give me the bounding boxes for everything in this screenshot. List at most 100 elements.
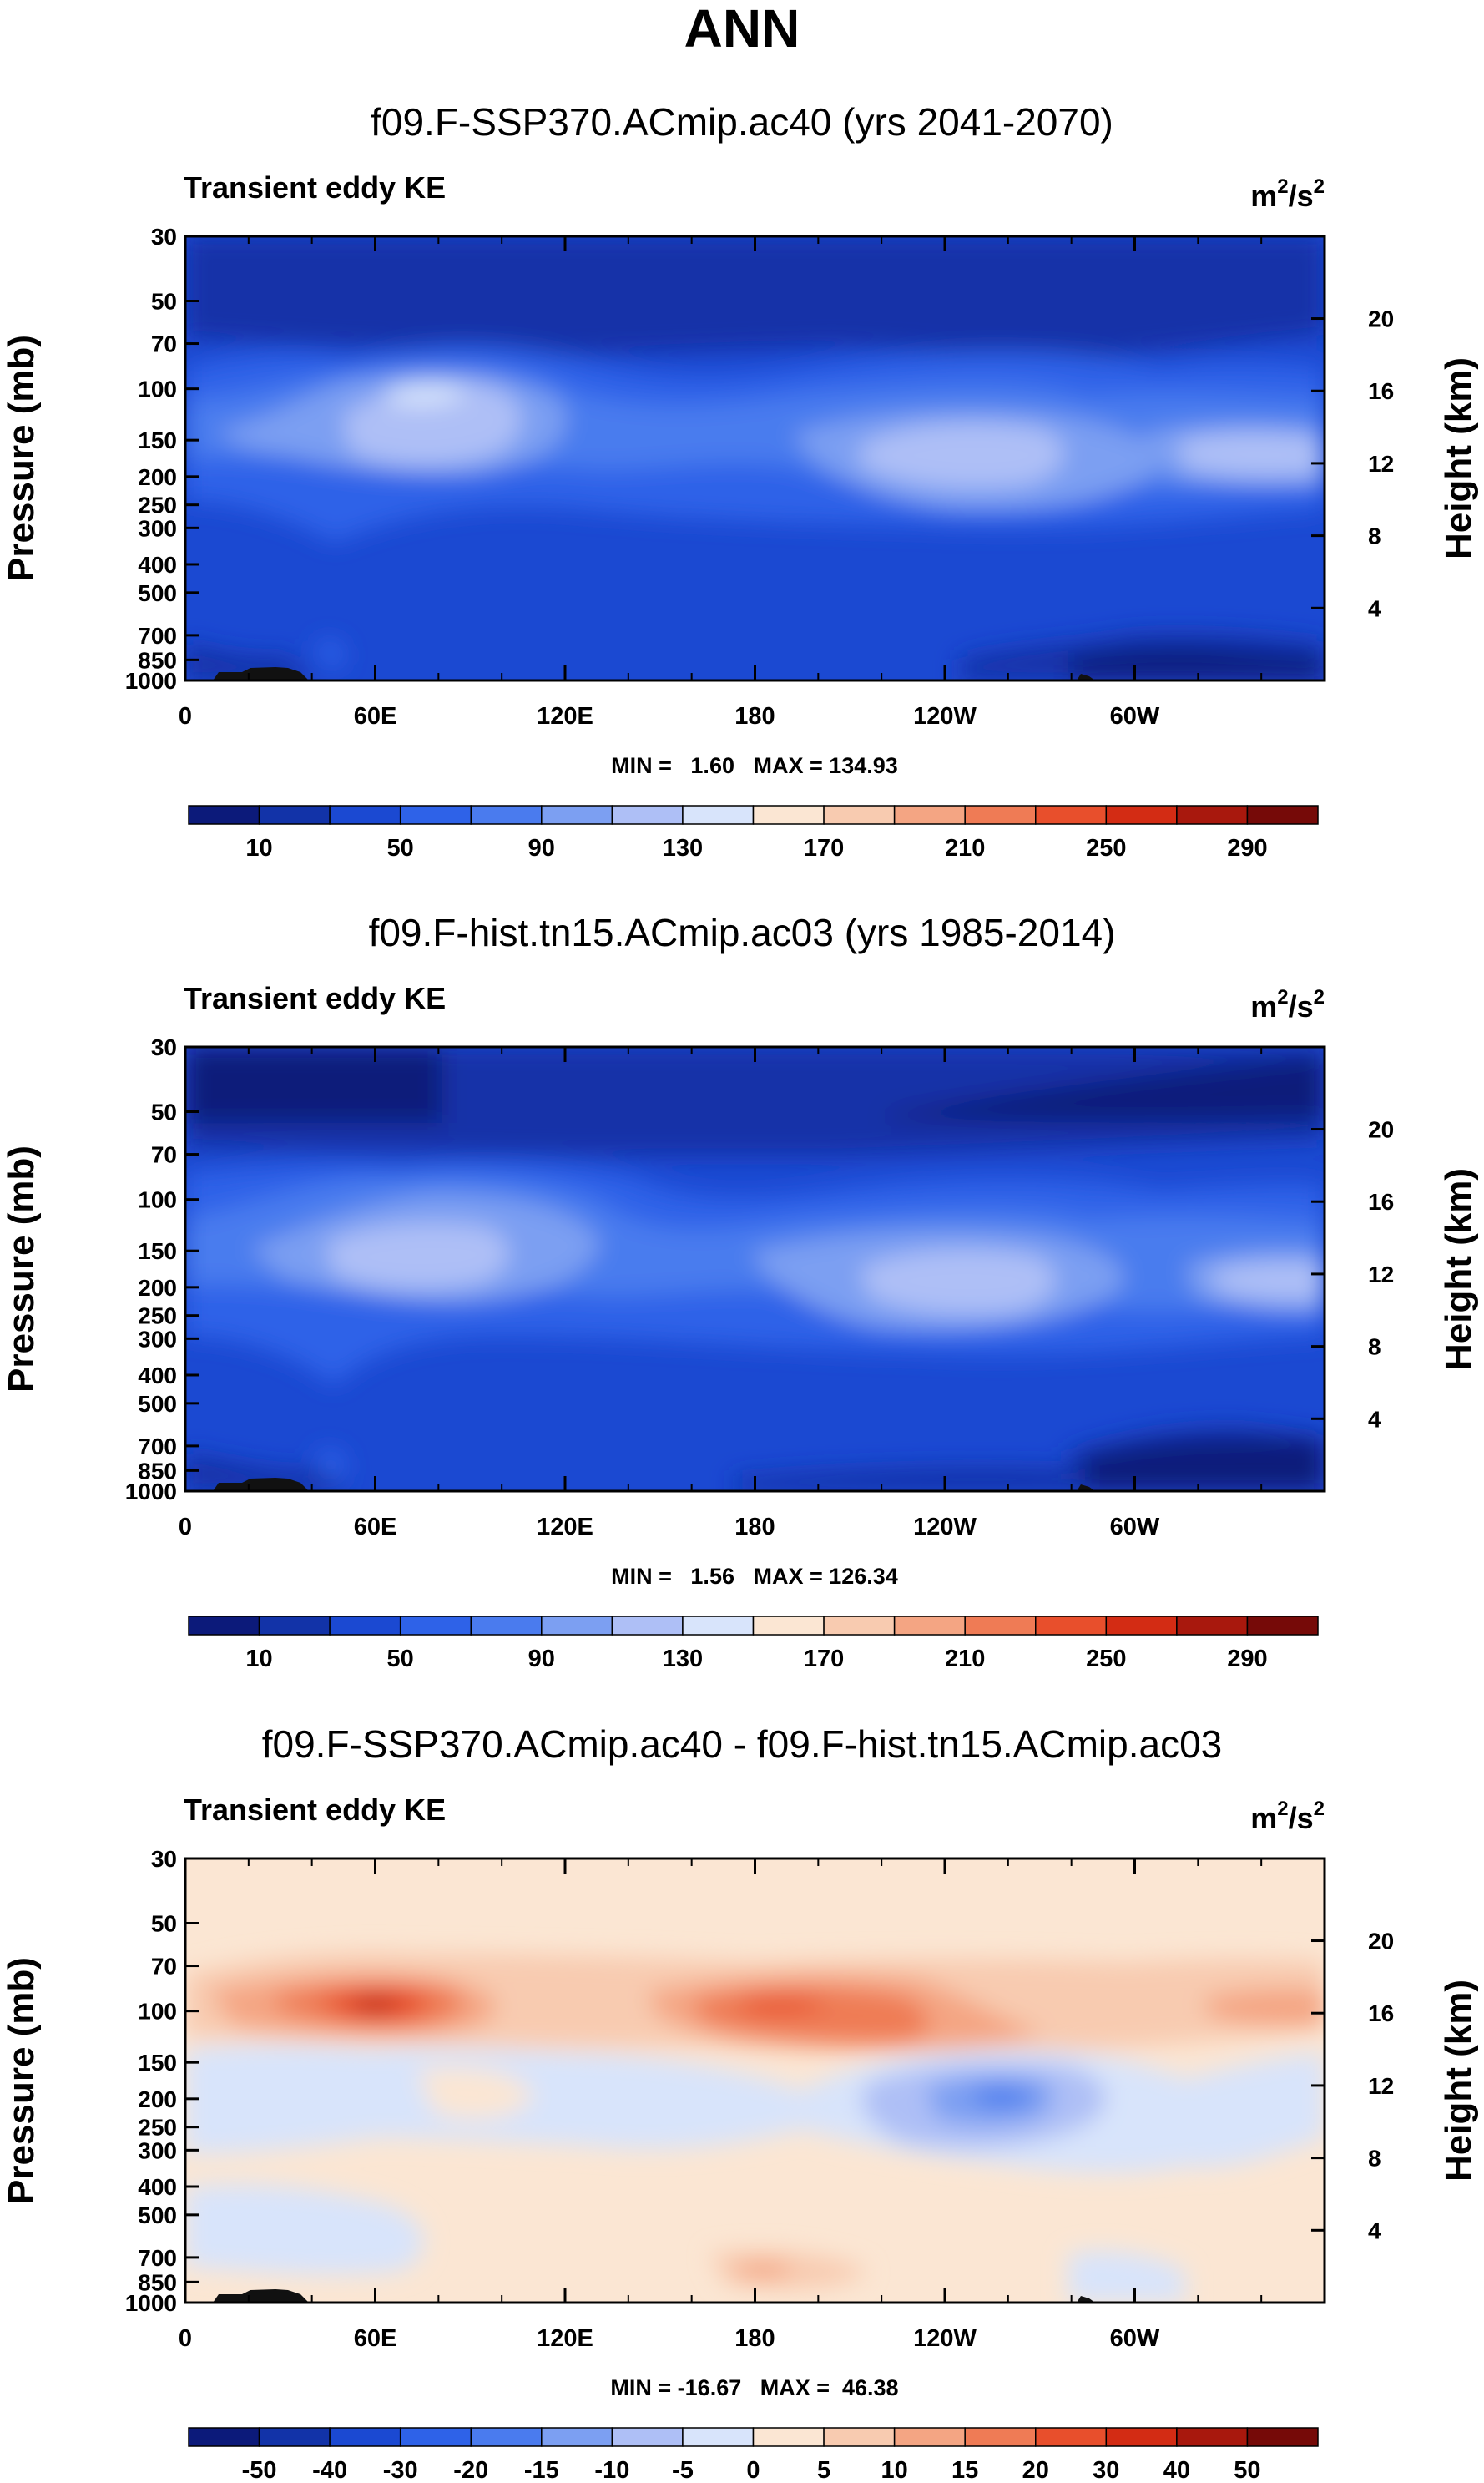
colorbar-swatch <box>188 2427 260 2447</box>
contour-level-band <box>185 1453 351 1491</box>
lon-tick-label: 120E <box>537 1514 593 1540</box>
lon-tick-label: 60W <box>1110 703 1160 730</box>
lon-tick-label: 60E <box>354 1514 397 1540</box>
pressure-tick-label: 200 <box>138 1275 177 1301</box>
colorbar-label: 10 <box>881 2457 907 2483</box>
colorbar-swatch <box>1176 2427 1249 2447</box>
pressure-tick-label: 300 <box>138 2137 177 2163</box>
panel-3: f09.F-SSP370.ACmip.ac40 - f09.F-hist.tn1… <box>1 1722 1479 2483</box>
colorbar-swatch <box>329 2427 401 2447</box>
lon-tick-label: 0 <box>179 2325 192 2352</box>
colorbar-swatch <box>188 1616 260 1636</box>
colorbar-label: 10 <box>245 835 272 862</box>
lon-tick-label: 120E <box>537 2325 593 2352</box>
pressure-tick-label: 700 <box>138 2245 177 2271</box>
colorbar-label: 30 <box>1093 2457 1119 2483</box>
lon-tick-label: 0 <box>179 703 192 730</box>
contour-level-band <box>317 640 345 667</box>
figure-title: ANN <box>684 0 800 58</box>
colorbar-swatch <box>682 2427 755 2447</box>
colorbar-swatch <box>329 1616 401 1636</box>
colorbar-swatch <box>1035 2427 1108 2447</box>
contour-level-band <box>885 1056 1325 1122</box>
colorbar-swatch <box>823 2427 896 2447</box>
contour-level-band <box>734 1996 826 2014</box>
colorbar-label: 10 <box>245 1646 272 1672</box>
height-axis: 20 16 12 8 4 <box>1368 1117 1394 1433</box>
topography-mask <box>1077 674 1095 680</box>
colorbar-swatch <box>188 805 260 825</box>
contour-level-band <box>359 2000 391 2010</box>
pressure-tick-label: 300 <box>138 515 177 541</box>
colorbar-label: 50 <box>387 835 414 862</box>
height-tick-label: 16 <box>1368 1189 1394 1215</box>
colorbar-label: 170 <box>804 835 844 862</box>
lon-tick-label: 180 <box>734 703 775 730</box>
contour-level-band <box>860 422 1064 488</box>
pressure-tick-label: 100 <box>138 1999 177 2025</box>
colorbar-label: -50 <box>242 2457 277 2483</box>
pressure-tick-label: 150 <box>138 2050 177 2076</box>
colorbar-swatch <box>399 805 472 825</box>
colorbar-swatch <box>1105 1616 1178 1636</box>
pressure-tick-label: 30 <box>151 224 177 250</box>
colorbar-swatch <box>823 1616 896 1636</box>
colorbar-swatch <box>893 1616 966 1636</box>
pressure-tick-label: 400 <box>138 2174 177 2200</box>
topography-mask <box>213 1478 309 1491</box>
colorbar-swatch <box>399 1616 472 1636</box>
colorbar-label: 290 <box>1227 835 1267 862</box>
pressure-tick-label: 500 <box>138 1391 177 1417</box>
pressure-tick-label: 500 <box>138 580 177 606</box>
colorbar-label: -15 <box>524 2457 559 2483</box>
stats-label: MIN = 1.56 MAX = 126.34 <box>611 1564 898 1589</box>
units-label: m2/s2 <box>1250 1798 1325 1835</box>
pressure-tick-label: 250 <box>138 1303 177 1329</box>
colorbar-swatch <box>258 1616 331 1636</box>
colorbar-swatch <box>541 805 613 825</box>
colorbar-label: 250 <box>1086 835 1126 862</box>
colorbar-swatch <box>752 2427 825 2447</box>
colorbar-swatch <box>752 805 825 825</box>
contour-level-band <box>185 236 1325 359</box>
colorbar-label: -5 <box>672 2457 694 2483</box>
colorbar-swatch <box>1246 805 1319 825</box>
contour-level-band <box>185 1047 1325 1156</box>
stats-label: MIN = 1.60 MAX = 134.93 <box>611 753 898 778</box>
colorbar-swatch <box>611 1616 684 1636</box>
colorbar-swatch <box>399 2427 472 2447</box>
colorbar-swatch <box>1246 2427 1319 2447</box>
contour-level-band <box>1177 432 1325 477</box>
panel-title: f09.F-SSP370.ACmip.ac40 (yrs 2041-2070) <box>371 100 1113 144</box>
height-tick-label: 8 <box>1368 2146 1381 2172</box>
colorbar-swatch <box>1035 1616 1108 1636</box>
contour-level-band <box>185 1047 442 1123</box>
colorbar-label: 90 <box>528 835 555 862</box>
contour-level-band <box>1085 1439 1325 1491</box>
lon-tick-label: 180 <box>734 1514 775 1540</box>
y-axis-right-label: Height (km) <box>1438 357 1479 559</box>
pressure-tick-label: 1000 <box>125 1479 177 1504</box>
field-plot <box>185 1047 1325 1491</box>
colorbar-label: 250 <box>1086 1646 1126 1672</box>
lon-tick-label: 120W <box>913 703 977 730</box>
lon-tick-label: 60E <box>354 2325 397 2352</box>
pressure-tick-label: 50 <box>151 1100 177 1125</box>
colorbar-label: 5 <box>817 2457 830 2483</box>
y-axis-right-label: Height (km) <box>1438 1980 1479 2182</box>
colorbar-label: -30 <box>383 2457 418 2483</box>
variable-label: Transient eddy KE <box>184 170 446 205</box>
units-label: m2/s2 <box>1250 986 1325 1024</box>
contour-level-band <box>968 2086 1035 2107</box>
lon-tick-label: 120W <box>913 2325 977 2352</box>
height-tick-label: 12 <box>1368 2073 1394 2099</box>
colorbar-swatch <box>752 1616 825 1636</box>
pressure-tick-label: 150 <box>138 1238 177 1264</box>
axis-ticks <box>184 1857 1325 2304</box>
colorbar-swatch <box>964 1616 1037 1636</box>
colorbar-label: 40 <box>1163 2457 1190 2483</box>
lon-tick-label: 60W <box>1110 1514 1160 1540</box>
colorbar-label: -10 <box>594 2457 629 2483</box>
